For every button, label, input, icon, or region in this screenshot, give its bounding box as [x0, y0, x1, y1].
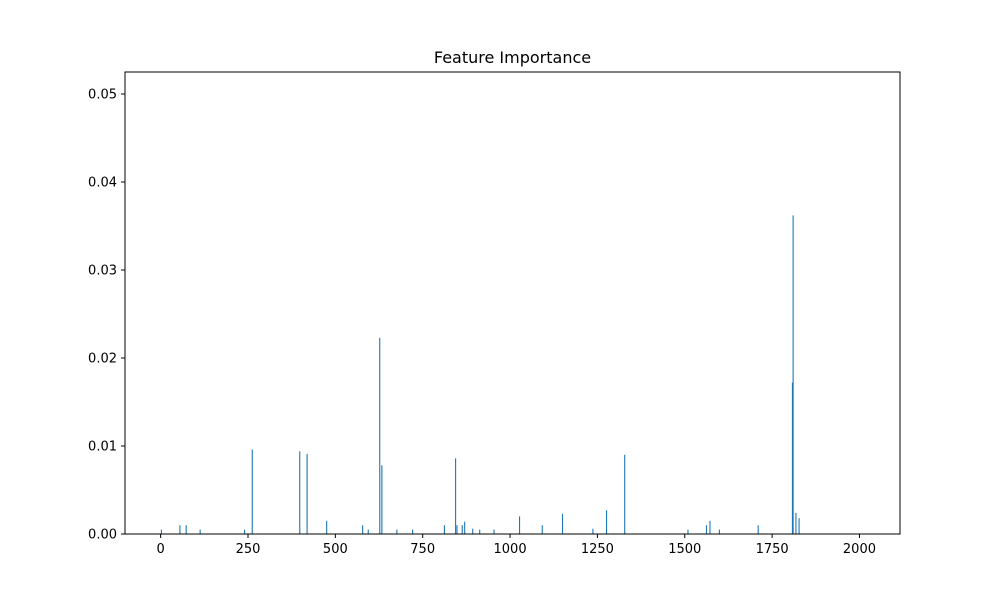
- bar-feature-1328: [624, 454, 626, 534]
- y-tick-label: 0.00: [88, 528, 117, 543]
- bar-feature-594: [367, 529, 369, 534]
- bar-feature-1092: [541, 525, 543, 534]
- bar-feature-721: [412, 529, 414, 534]
- x-tick-label: 250: [236, 542, 261, 557]
- bar-feature-913: [479, 529, 481, 534]
- bar-feature-262: [251, 449, 253, 534]
- bar-feature-475: [326, 520, 328, 534]
- bar-feature-1562: [705, 525, 708, 534]
- bar-feature-1276: [605, 510, 608, 534]
- bar-feature-1599: [718, 529, 720, 534]
- bar-feature-419: [306, 453, 308, 534]
- x-tick-label: 2000: [843, 542, 876, 557]
- bar-feature-893: [472, 528, 474, 534]
- bar-feature-844: [455, 458, 457, 534]
- x-tick-label: 1250: [581, 542, 614, 557]
- y-tick-label: 0.02: [88, 352, 117, 367]
- chart-title: Feature Importance: [434, 48, 591, 67]
- bar-feature-1810: [792, 215, 794, 534]
- bar-feature-1027: [518, 516, 521, 534]
- bar-feature-633: [381, 465, 383, 534]
- y-tick-label: 0.01: [88, 440, 117, 455]
- bar-feature-1150: [561, 513, 564, 534]
- x-tick-label: 1500: [668, 542, 701, 557]
- bar-feature-1710: [757, 525, 759, 534]
- x-tick-label: 0: [156, 542, 164, 557]
- x-tick-label: 1000: [494, 542, 527, 557]
- bar-feature-1808: [791, 382, 793, 534]
- y-tick-label: 0.05: [88, 88, 117, 103]
- bar-feature-1818: [795, 512, 797, 534]
- bar-feature-578: [362, 525, 364, 534]
- bar-feature-676: [396, 529, 398, 534]
- bar-feature-240: [244, 529, 246, 534]
- x-tick-label: 500: [323, 542, 348, 557]
- y-tick-label: 0.03: [88, 264, 117, 279]
- bar-feature-1572: [709, 520, 711, 534]
- bar-feature-55: [179, 525, 181, 534]
- bar-feature-812: [443, 525, 445, 534]
- bar-feature-1509: [687, 529, 689, 534]
- bar-feature-73: [185, 525, 187, 534]
- y-axis-ticks: 0.00 0.01 0.02 0.03 0.04 0.05: [88, 88, 125, 543]
- bars-group: [160, 215, 800, 534]
- bar-feature-627: [379, 337, 381, 534]
- bar-feature-398: [299, 451, 301, 534]
- bar-feature-863: [461, 525, 463, 534]
- bar-feature-1827: [798, 518, 800, 534]
- plot-frame: [124, 71, 901, 535]
- bar-feature-1237: [592, 528, 594, 534]
- x-tick-label: 750: [410, 542, 435, 557]
- x-tick-label: 1750: [756, 542, 789, 557]
- y-tick-label: 0.04: [88, 176, 117, 191]
- bar-feature-2: [160, 529, 162, 534]
- bar-feature-870: [464, 521, 466, 534]
- bar-feature-113: [199, 529, 201, 534]
- bar-feature-848: [456, 525, 458, 534]
- x-axis-ticks: 0 250 500 750 1000 1250 1500 1750 2000: [156, 534, 876, 557]
- bar-feature-954: [493, 529, 495, 534]
